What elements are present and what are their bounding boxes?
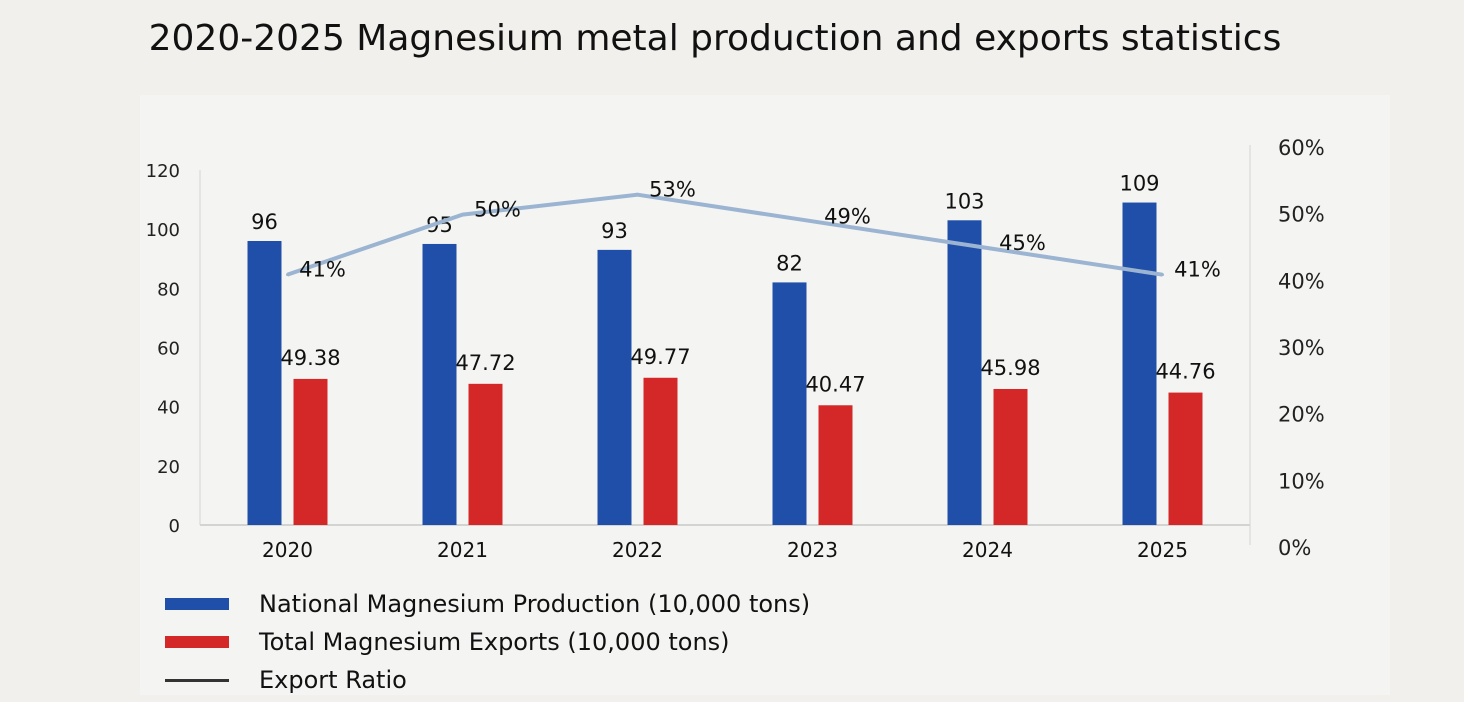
x-tick-label: 2020 [262, 538, 313, 562]
ratio-point [461, 213, 464, 217]
x-tick-label: 2022 [612, 538, 663, 562]
data-label-ratio: 49% [824, 204, 871, 228]
y-right-tick-label: 50% [1278, 203, 1325, 227]
ratio-point [1161, 273, 1164, 277]
bar-exports [818, 405, 853, 525]
bar-exports [293, 378, 328, 525]
bar-production [1122, 202, 1157, 525]
ratio-point [636, 193, 639, 197]
legend-swatch-ratio [165, 678, 229, 682]
y-left-tick-label: 0 [169, 516, 180, 537]
data-label-production: 82 [776, 251, 803, 275]
y-left-tick-label: 20 [157, 457, 180, 478]
y-right-tick-label: 20% [1278, 403, 1325, 427]
data-label-ratio: 41% [299, 258, 346, 282]
bar-production [422, 243, 457, 526]
x-tick-label: 2025 [1137, 538, 1188, 562]
data-label-exports: 40.47 [805, 372, 865, 396]
data-label-exports: 45.98 [980, 356, 1040, 380]
x-tick-label: 2023 [787, 538, 838, 562]
legend-item-ratio: Export Ratio [165, 661, 810, 699]
bar-production [772, 282, 807, 525]
y-left-tick-label: 60 [157, 339, 180, 360]
ratio-line [286, 192, 1163, 277]
data-label-production: 96 [251, 210, 278, 234]
bar-exports [1168, 392, 1203, 525]
data-label-exports: 44.76 [1155, 360, 1215, 384]
x-tick-label: 2021 [437, 538, 488, 562]
legend-swatch-production [165, 598, 229, 610]
y-left-tick-label: 40 [157, 398, 180, 419]
legend-item-production: National Magnesium Production (10,000 to… [165, 585, 810, 623]
y-right-tick-label: 60% [1278, 136, 1325, 160]
y-left-tick-label: 80 [157, 279, 180, 300]
legend-label-ratio: Export Ratio [259, 666, 407, 694]
bar-production [247, 241, 282, 525]
y-left-tick-label: 100 [146, 220, 180, 241]
data-label-exports: 47.72 [455, 351, 515, 375]
x-tick-label: 2024 [962, 538, 1013, 562]
chart-title: 2020-2025 Magnesium metal production and… [148, 18, 1282, 59]
y-right-tick-label: 0% [1278, 536, 1311, 560]
bar-exports [643, 377, 678, 525]
bar-production [947, 220, 982, 525]
ratio-point [986, 246, 989, 250]
data-label-production: 109 [1119, 172, 1159, 196]
y-left-tick-label: 120 [146, 161, 180, 182]
ratio-point [286, 273, 289, 277]
data-label-production: 93 [601, 219, 628, 243]
y-right-tick-label: 40% [1278, 269, 1325, 293]
y-right-tick-label: 10% [1278, 469, 1325, 493]
data-label-ratio: 45% [999, 231, 1046, 255]
data-label-ratio: 53% [649, 178, 696, 202]
bar-exports [468, 383, 503, 525]
bar-exports [993, 388, 1028, 525]
legend-item-exports: Total Magnesium Exports (10,000 tons) [165, 623, 810, 661]
ratio-point [811, 219, 814, 223]
bar-production [597, 249, 632, 525]
legend-label-exports: Total Magnesium Exports (10,000 tons) [259, 628, 730, 656]
data-label-ratio: 41% [1174, 258, 1221, 282]
legend-swatch-exports [165, 636, 229, 648]
data-label-exports: 49.77 [630, 345, 690, 369]
data-label-ratio: 50% [474, 198, 521, 222]
data-label-production: 103 [944, 189, 984, 213]
legend-label-production: National Magnesium Production (10,000 to… [259, 590, 811, 618]
y-right-tick-label: 30% [1278, 336, 1325, 360]
data-label-exports: 49.38 [280, 346, 340, 370]
legend: National Magnesium Production (10,000 to… [165, 585, 810, 699]
